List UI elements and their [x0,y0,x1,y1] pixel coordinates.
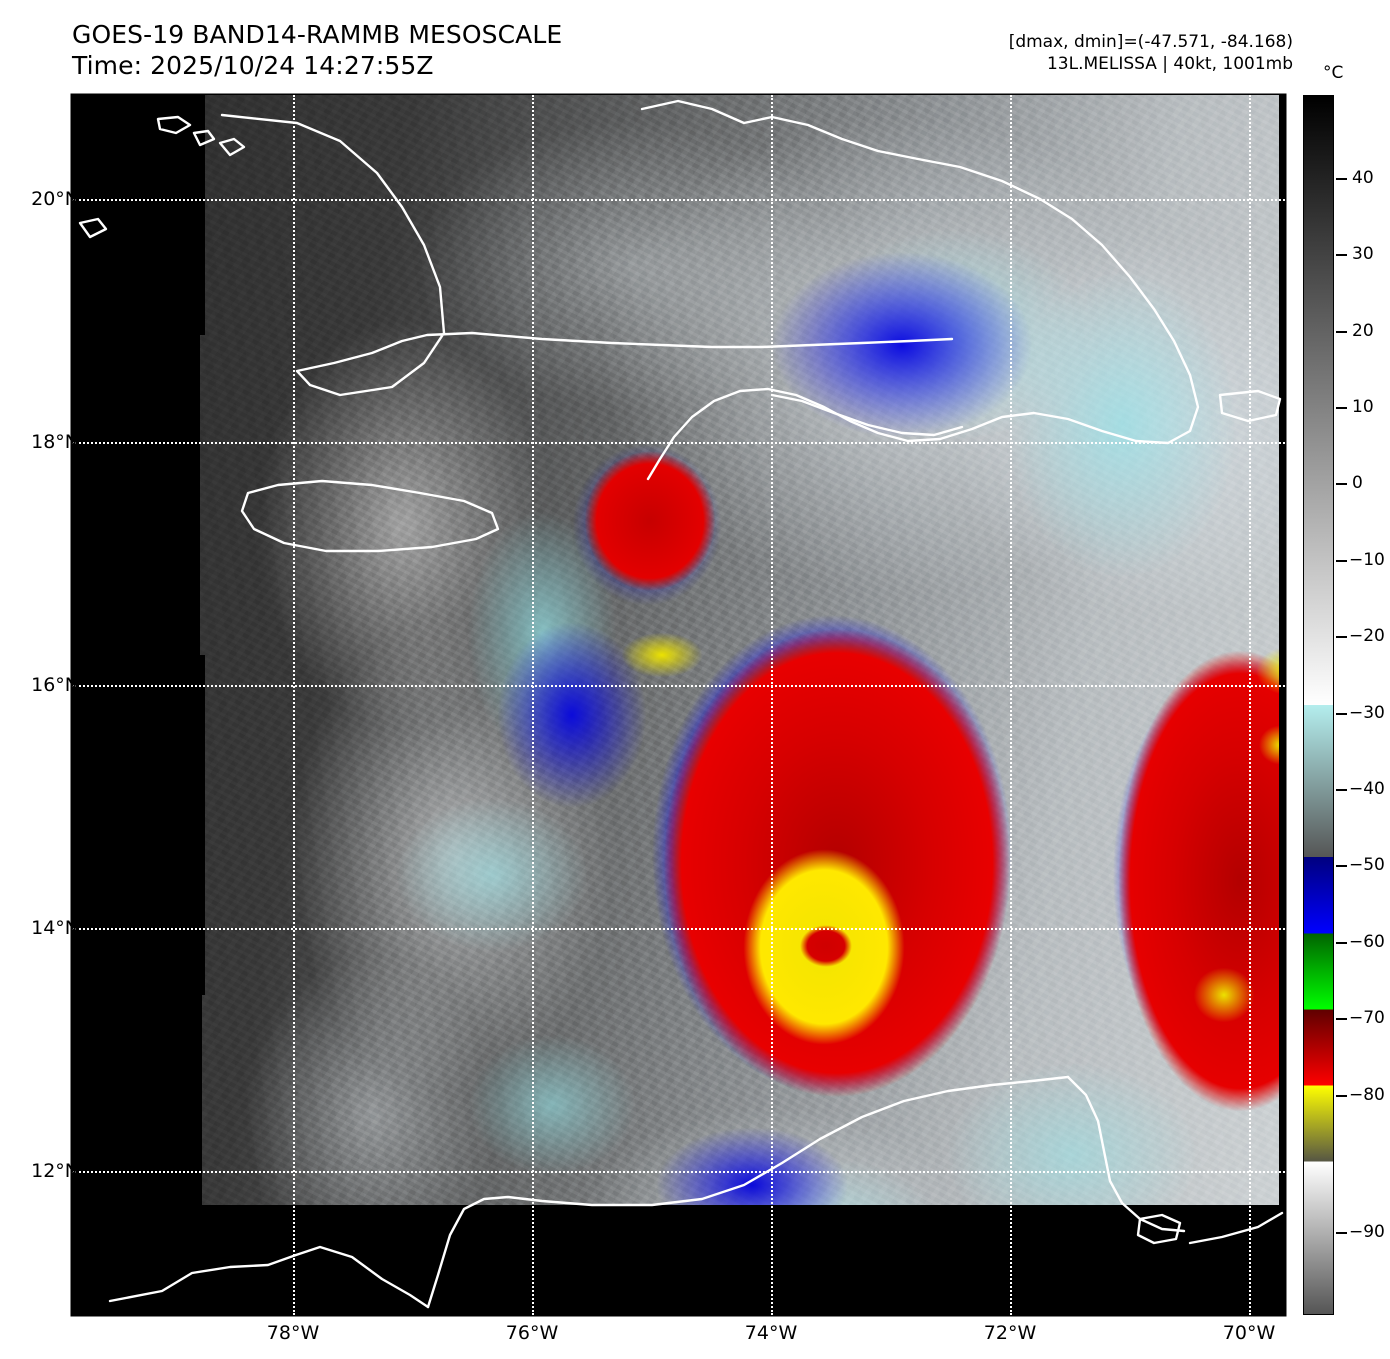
storm-eye-feature [790,917,862,975]
cb-dash-40 [1336,178,1347,180]
cb-tick-label-m70: −70 [1349,1008,1385,1028]
no-data-mask-left [72,95,205,1315]
gridline-lon-74 [771,95,773,1315]
cb-dash-30 [1336,254,1347,256]
cb-dash-10 [1336,407,1347,409]
temperature-colorbar [1303,95,1334,1315]
cb-dash-m70 [1336,1018,1347,1020]
cb-dash-m80 [1336,1095,1347,1097]
gridline-lon-72 [1010,95,1012,1315]
satellite-image-plot: Copyright © 2020-2025 Dapiya [72,95,1285,1315]
cay-2 [192,129,216,147]
ir-yellow-overshoot [72,95,1285,1315]
cb-dash-0 [1336,483,1347,485]
cb-dash-m50 [1336,865,1347,867]
lat-tick-14n: 14°N [31,917,79,939]
gridline-lat-18 [72,442,1285,444]
cb-dash-m40 [1336,789,1347,791]
cb-tick-label-10: 10 [1352,397,1374,417]
cb-tick-label-m30: −30 [1349,703,1385,723]
gridline-lon-70 [1249,95,1251,1315]
cb-tick-label-20: 20 [1352,321,1374,341]
cb-dash-m90 [1336,1232,1347,1234]
cb-tick-label-m50: −50 [1349,855,1385,875]
lon-tick-78w: 78°W [266,1322,320,1344]
cb-tick-label-30: 30 [1352,244,1374,264]
cb-tick-label-m90: −90 [1349,1222,1385,1242]
gridline-lat-16 [72,685,1285,687]
lat-tick-16n: 16°N [31,674,79,696]
lon-tick-76w: 76°W [505,1322,559,1344]
cb-tick-label-m60: −60 [1349,932,1385,952]
south-america-west-coast [108,1245,430,1309]
cb-tick-label-m20: −20 [1349,626,1385,646]
metadata-block: [dmax, dmin]=(-47.571, -84.168) 13L.MELI… [1009,32,1293,76]
hispaniola-coastline [640,99,1200,481]
venezuela-coast [1066,1075,1186,1233]
cb-tick-label-m80: −80 [1349,1085,1385,1105]
cay-1 [156,115,192,135]
cb-tick-label-m10: −10 [1349,550,1385,570]
cb-tick-label-m40: −40 [1349,779,1385,799]
cay-4 [78,217,108,239]
lat-tick-12n: 12°N [31,1160,79,1182]
no-data-mask-bottom [72,1205,1285,1315]
gridline-lon-78 [293,95,295,1315]
dmax-dmin-label: [dmax, dmin]=(-47.571, -84.168) [1008,32,1293,52]
lon-tick-74w: 74°W [744,1322,798,1344]
jamaica-coastline [240,479,500,553]
no-data-mask-right [1279,95,1285,1315]
cb-dash-m20 [1336,636,1347,638]
south-america-north-coast [426,1075,1070,1309]
storm-info-label: 13L.MELISSA | 40kt, 1001mb [1046,53,1293,74]
cb-dash-m60 [1336,942,1347,944]
cb-tick-label-0: 0 [1352,473,1363,493]
gridline-lat-20 [72,199,1285,201]
graticule-overlay [72,95,1285,1315]
gridline-lat-14 [72,928,1285,930]
lat-tick-20n: 20°N [31,188,79,210]
gridline-lat-12 [72,1171,1285,1173]
tiburon-peninsula [770,393,964,437]
cb-dash-m10 [1336,560,1347,562]
puerto-rico-coastline [1218,389,1282,423]
colorbar-gradient [1304,96,1333,1314]
cuba-coastline [220,113,954,397]
colorbar-unit-label: °C [1323,63,1344,83]
cay-3 [218,137,246,157]
cb-dash-m30 [1336,713,1347,715]
trinidad-north-coast [1188,1211,1284,1245]
lon-tick-72w: 72°W [983,1322,1037,1344]
satellite-title: GOES-19 BAND14-RAMMB MESOSCALE [72,20,563,49]
timestamp-label: Time: 2025/10/24 14:27:55Z [72,50,434,80]
title-block: GOES-19 BAND14-RAMMB MESOSCALE Time: 202… [72,20,562,81]
coastline-overlay [78,99,1284,1309]
margarita-island [1136,1213,1182,1245]
cb-dash-20 [1336,331,1347,333]
lat-tick-18n: 18°N [31,431,79,453]
cb-tick-label-40: 40 [1352,168,1374,188]
lon-tick-70w: 70°W [1222,1322,1276,1344]
gridline-lon-76 [532,95,534,1315]
